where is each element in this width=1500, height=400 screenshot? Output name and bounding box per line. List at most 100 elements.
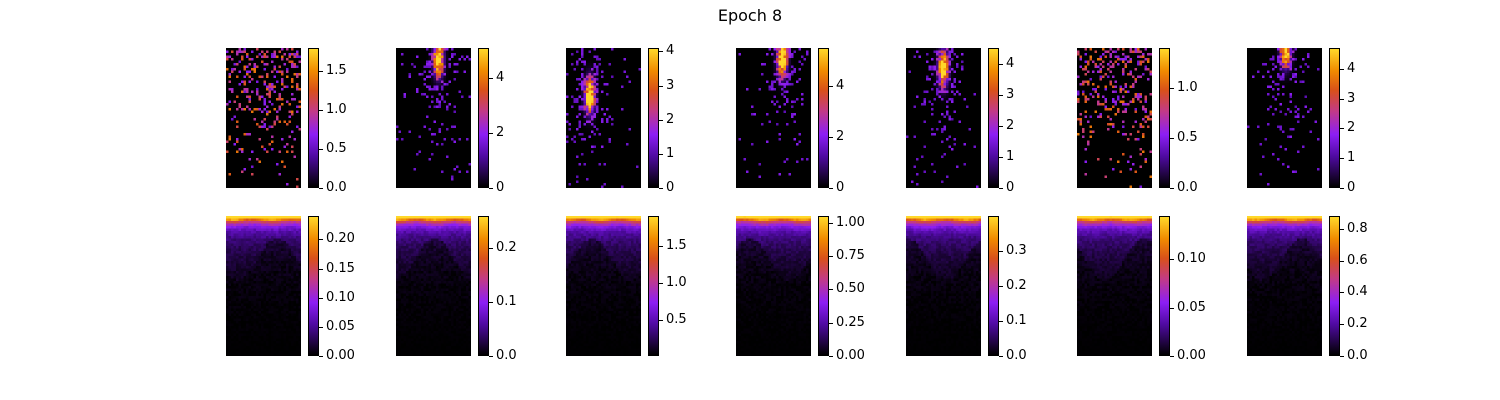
colorbar-tick-label: 0 bbox=[1347, 180, 1356, 195]
colorbar bbox=[308, 216, 319, 356]
colorbar-tick-label: 1.0 bbox=[666, 275, 687, 290]
colorbar-tick bbox=[829, 289, 833, 290]
colorbar-tick bbox=[1340, 292, 1344, 293]
colorbar bbox=[988, 216, 999, 356]
heatmap-image bbox=[566, 216, 641, 356]
colorbar-tick bbox=[1340, 128, 1344, 129]
colorbar-tick bbox=[1340, 99, 1344, 100]
colorbar bbox=[1159, 48, 1170, 188]
heatmap-image bbox=[736, 48, 811, 188]
colorbar-tick-label: 1.00 bbox=[836, 215, 865, 230]
colorbar bbox=[648, 216, 659, 356]
colorbar-tick bbox=[829, 356, 833, 357]
colorbar-tick-label: 0.15 bbox=[326, 261, 355, 276]
colorbar-tick bbox=[319, 269, 323, 270]
colorbar-tick-label: 4 bbox=[836, 78, 845, 93]
colorbar-tick-label: 0.5 bbox=[1177, 130, 1198, 145]
colorbar-tick bbox=[659, 120, 663, 121]
colorbar-tick bbox=[1340, 261, 1344, 262]
colorbar-tick bbox=[489, 133, 493, 134]
figure-title: Epoch 8 bbox=[717, 6, 783, 25]
colorbar-tick-label: 1 bbox=[1006, 149, 1015, 164]
heatmap-image bbox=[226, 48, 301, 188]
colorbar-tick bbox=[1170, 88, 1174, 89]
colorbar-tick-label: 0 bbox=[496, 180, 505, 195]
colorbar-tick bbox=[829, 256, 833, 257]
colorbar-tick-label: 2 bbox=[1347, 120, 1356, 135]
colorbar-tick bbox=[1340, 324, 1344, 325]
colorbar bbox=[648, 48, 659, 188]
colorbar-tick-label: 4 bbox=[1006, 56, 1015, 71]
colorbar-tick bbox=[659, 86, 663, 87]
colorbar-tick-label: 0.5 bbox=[326, 141, 347, 156]
colorbar-tick bbox=[1340, 229, 1344, 230]
colorbar bbox=[818, 48, 829, 188]
colorbar-tick bbox=[489, 302, 493, 303]
heatmap-image bbox=[396, 48, 471, 188]
colorbar-tick-label: 4 bbox=[1347, 61, 1356, 76]
heatmap-image bbox=[226, 216, 301, 356]
colorbar-tick bbox=[999, 95, 1003, 96]
colorbar-tick-label: 2 bbox=[1006, 118, 1015, 133]
colorbar-tick-label: 0.10 bbox=[1177, 251, 1206, 266]
colorbar-tick bbox=[319, 149, 323, 150]
colorbar-tick-label: 0.5 bbox=[666, 312, 687, 327]
colorbar-tick-label: 0 bbox=[1006, 180, 1015, 195]
colorbar-tick-label: 0.05 bbox=[326, 319, 355, 334]
colorbar-tick bbox=[829, 323, 833, 324]
colorbar-tick-label: 0.1 bbox=[496, 294, 517, 309]
colorbar-tick-label: 2 bbox=[836, 129, 845, 144]
colorbar-tick bbox=[1340, 188, 1344, 189]
colorbar-tick bbox=[319, 110, 323, 111]
colorbar bbox=[478, 216, 489, 356]
heatmap-image bbox=[1247, 216, 1322, 356]
colorbar-tick-label: 1.5 bbox=[326, 63, 347, 78]
colorbar-tick-label: 2 bbox=[666, 112, 675, 127]
colorbar-tick bbox=[1170, 138, 1174, 139]
colorbar-tick bbox=[829, 86, 833, 87]
colorbar-tick-label: 0.10 bbox=[326, 290, 355, 305]
colorbar-tick-label: 4 bbox=[666, 43, 675, 58]
colorbar-tick-label: 3 bbox=[666, 78, 675, 93]
heatmap-image bbox=[566, 48, 641, 188]
colorbar-tick bbox=[659, 51, 663, 52]
colorbar-tick-label: 0.4 bbox=[1347, 284, 1368, 299]
colorbar-tick bbox=[999, 157, 1003, 158]
colorbar-tick bbox=[1170, 308, 1174, 309]
colorbar-tick-label: 1.0 bbox=[1177, 80, 1198, 95]
colorbar-tick bbox=[1340, 69, 1344, 70]
heatmap-image bbox=[1247, 48, 1322, 188]
colorbar-tick bbox=[1170, 356, 1174, 357]
colorbar-tick-label: 3 bbox=[1347, 91, 1356, 106]
colorbar-tick-label: 3 bbox=[1006, 87, 1015, 102]
heatmap-image bbox=[1077, 48, 1152, 188]
colorbar-tick-label: 0.00 bbox=[1177, 348, 1206, 363]
colorbar-tick bbox=[999, 126, 1003, 127]
colorbar-tick bbox=[999, 321, 1003, 322]
colorbar-tick-label: 0 bbox=[666, 180, 675, 195]
colorbar-tick-label: 0.0 bbox=[1347, 348, 1368, 363]
colorbar-tick-label: 0.3 bbox=[1006, 243, 1027, 258]
heatmap-image bbox=[736, 216, 811, 356]
colorbar-tick-label: 0.6 bbox=[1347, 253, 1368, 268]
colorbar-tick-label: 0.0 bbox=[496, 348, 517, 363]
colorbar-tick bbox=[999, 356, 1003, 357]
colorbar-tick-label: 1.0 bbox=[326, 102, 347, 117]
colorbar-tick-label: 1 bbox=[666, 146, 675, 161]
colorbar-tick bbox=[659, 188, 663, 189]
colorbar-tick-label: 0.8 bbox=[1347, 221, 1368, 236]
colorbar bbox=[1159, 216, 1170, 356]
colorbar-tick bbox=[319, 188, 323, 189]
colorbar-tick bbox=[489, 356, 493, 357]
colorbar-tick bbox=[659, 154, 663, 155]
colorbar-tick-label: 0.1 bbox=[1006, 313, 1027, 328]
colorbar-tick bbox=[659, 283, 663, 284]
colorbar-tick bbox=[489, 248, 493, 249]
colorbar-tick bbox=[999, 251, 1003, 252]
colorbar-tick-label: 0.00 bbox=[326, 348, 355, 363]
colorbar bbox=[1329, 216, 1340, 356]
colorbar bbox=[988, 48, 999, 188]
colorbar-tick bbox=[1170, 188, 1174, 189]
colorbar-tick bbox=[829, 223, 833, 224]
